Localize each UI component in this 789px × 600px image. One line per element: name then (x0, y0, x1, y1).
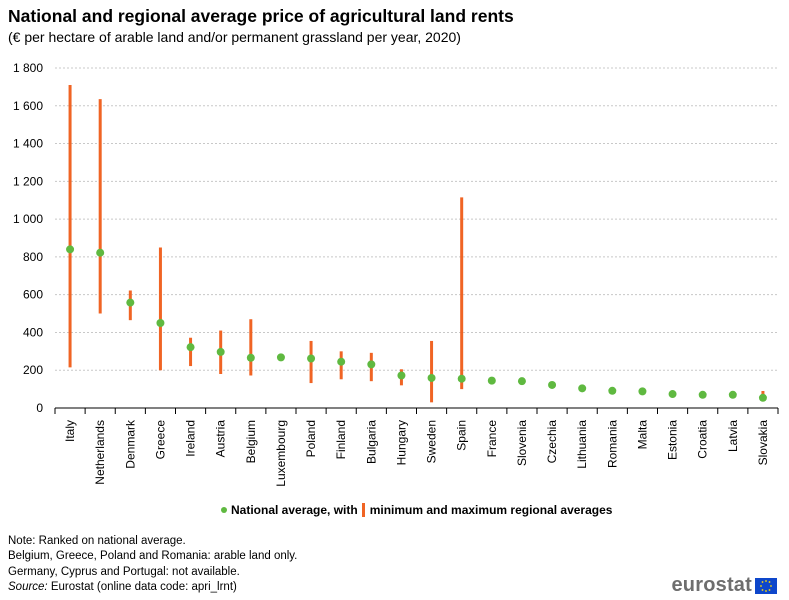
x-category-label: Poland (304, 420, 318, 457)
x-category-label: Austria (214, 420, 228, 458)
national-average-point (668, 390, 677, 399)
national-average-point (156, 319, 165, 327)
national-average-point (758, 393, 767, 402)
source-text: Eurostat (online data code: apri_lrnt) (47, 580, 237, 593)
x-category-label: Denmark (123, 419, 137, 469)
national-average-point (96, 248, 105, 257)
national-average-point (728, 390, 737, 399)
national-points (66, 245, 767, 402)
eurostat-logo: eurostat (671, 574, 777, 597)
national-average-legend-marker (221, 507, 227, 513)
national-average-point (698, 390, 707, 399)
note-line-3: Germany, Cyprus and Portugal: not availa… (8, 565, 240, 578)
source-line: Source: Eurostat (online data code: apri… (8, 580, 297, 595)
eu-flag-icon (755, 577, 777, 594)
chart-title: National and regional average price of a… (8, 6, 514, 26)
national-average-point (276, 353, 285, 362)
national-average-point (638, 387, 647, 396)
national-average-point (517, 377, 526, 386)
x-category-label: France (485, 420, 499, 458)
national-average-point (608, 386, 617, 395)
y-tick-label: 0 (36, 401, 43, 415)
national-average-point (487, 376, 496, 385)
national-average-point (548, 380, 557, 389)
x-category-label: Lithuania (575, 420, 589, 469)
y-tick-label: 1 400 (13, 137, 43, 151)
legend-range-label: minimum and maximum regional averages (369, 503, 613, 517)
note-line-1: Note: Ranked on national average. (8, 535, 186, 547)
y-tick-label: 600 (23, 288, 43, 302)
x-category-label: Greece (153, 420, 167, 460)
note-line-2: Belgium, Greece, Poland and Romania: ara… (8, 550, 298, 563)
logo-text: eurostat (671, 574, 752, 596)
x-category-label: Netherlands (93, 420, 107, 485)
x-category-label: Latvia (726, 420, 740, 452)
y-tick-label: 1 000 (13, 212, 43, 226)
x-category-label: Slovenia (515, 420, 529, 466)
national-average-point (427, 373, 436, 382)
y-tick-label: 800 (23, 250, 43, 264)
land-rent-chart: 0 200 400 600 800 1 000 1 200 1 400 1 600 1 800 It… (13, 61, 779, 487)
x-category-label: Luxembourg (274, 420, 288, 487)
national-average-point (397, 371, 406, 380)
national-average-point (337, 357, 346, 366)
national-average-point (66, 245, 75, 254)
source-label: Source: (8, 580, 48, 593)
national-average-point (126, 298, 135, 307)
national-average-point (367, 360, 376, 369)
x-category-label: Croatia (696, 420, 710, 459)
notes: Note: Ranked on national average. Belgiu… (8, 534, 297, 595)
x-category-label: Ireland (184, 420, 198, 457)
x-category-label: Slovakia (756, 420, 770, 466)
x-category-label: Spain (455, 420, 469, 451)
x-category-label: Estonia (666, 420, 680, 460)
chart-subtitle: (€ per hectare of arable land and/or per… (8, 29, 461, 45)
regional-range-legend-marker (361, 503, 365, 517)
axis-labels: 0 200 400 600 800 1 000 1 200 1 400 1 600 1 800 It… (13, 61, 770, 487)
legend: National average, with minimum and maxim… (221, 503, 612, 517)
national-average-point (457, 374, 466, 383)
national-average-point (578, 384, 587, 393)
x-category-label: Malta (635, 420, 649, 450)
x-category-label: Romania (605, 420, 619, 468)
y-tick-label: 200 (23, 363, 43, 377)
y-tick-label: 1 200 (13, 174, 43, 188)
national-average-point (186, 343, 195, 352)
national-average-point (307, 354, 316, 363)
x-category-label: Sweden (425, 420, 439, 463)
x-category-label: Italy (63, 420, 77, 442)
x-category-label: Hungary (394, 420, 408, 465)
national-average-point (246, 353, 255, 362)
x-category-label: Bulgaria (364, 420, 378, 464)
axes (54, 407, 779, 414)
national-average-point (216, 347, 225, 356)
x-category-label: Belgium (244, 420, 258, 463)
gridlines (55, 67, 778, 371)
regional-ranges (68, 85, 765, 403)
y-tick-label: 400 (23, 325, 43, 339)
x-category-label: Finland (334, 420, 348, 459)
x-category-label: Czechia (545, 420, 559, 464)
legend-national-label: National average, with (231, 503, 358, 517)
y-tick-label: 1 800 (13, 61, 43, 75)
y-tick-label: 1 600 (13, 99, 43, 113)
